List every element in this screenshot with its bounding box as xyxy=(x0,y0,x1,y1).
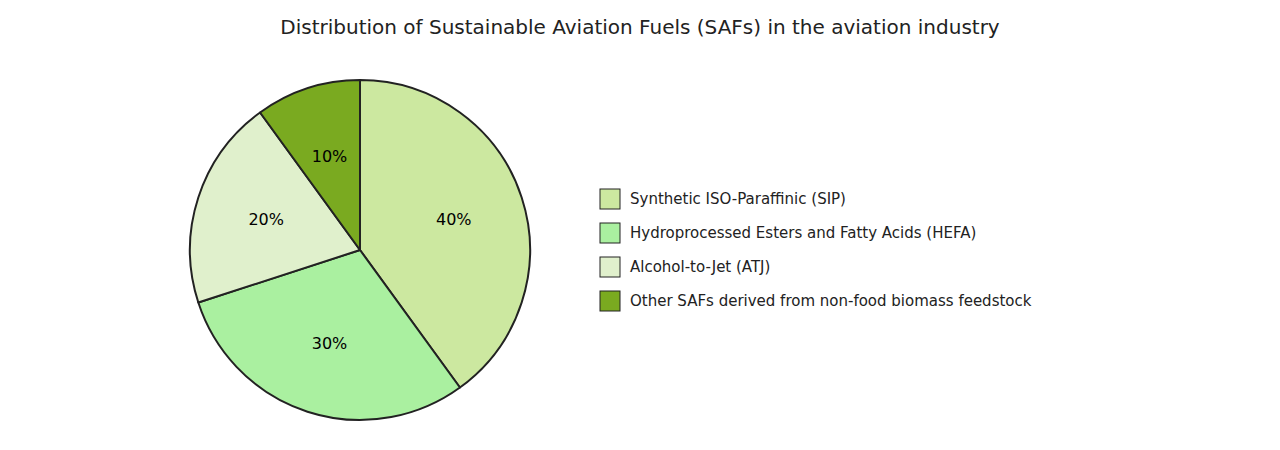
chart: Distribution of Sustainable Aviation Fue… xyxy=(0,0,1280,450)
legend-swatch xyxy=(600,189,620,209)
data-label: 10% xyxy=(312,147,348,166)
data-label: 20% xyxy=(248,210,284,229)
legend-label: Hydroprocessed Esters and Fatty Acids (H… xyxy=(630,224,976,242)
data-label: 30% xyxy=(312,334,348,353)
legend: Synthetic ISO-Paraffinic (SIP) Hydroproce… xyxy=(600,189,1032,311)
legend-swatch xyxy=(600,223,620,243)
data-labels: 40% 30% 20% 10% xyxy=(248,147,471,354)
legend-label: Other SAFs derived from non-food biomass… xyxy=(630,292,1032,310)
data-label: 40% xyxy=(436,210,472,229)
legend-label: Alcohol-to-Jet (ATJ) xyxy=(630,258,770,276)
legend-swatch xyxy=(600,257,620,277)
legend-swatch xyxy=(600,291,620,311)
title: Distribution of Sustainable Aviation Fue… xyxy=(280,15,1000,39)
legend-label: Synthetic ISO-Paraffinic (SIP) xyxy=(630,190,846,208)
pie xyxy=(190,80,530,420)
chart-container: Distribution of Sustainable Aviation Fue… xyxy=(0,0,1280,450)
